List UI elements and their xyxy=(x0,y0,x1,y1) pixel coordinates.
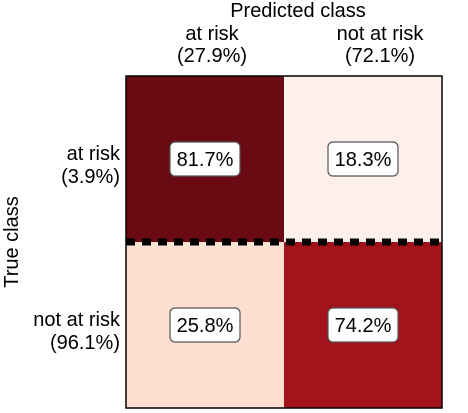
cell-value-label-0-1: 18.3% xyxy=(335,149,392,171)
cell-label-box-1-0 xyxy=(169,307,241,343)
cell-label-box-0-0 xyxy=(169,141,241,177)
plot-frame xyxy=(125,75,443,409)
y-tick-label-at-risk: at risk xyxy=(67,143,121,165)
y-axis-title: True class xyxy=(1,196,23,288)
y-tick-label-not-at-risk: not at risk xyxy=(33,309,121,331)
cell-label-box-1-1 xyxy=(327,307,399,343)
cell-labels-layer: 81.7% 18.3% 25.8% 74.2% xyxy=(169,141,399,343)
cell-value-label-0-0: 81.7% xyxy=(177,149,234,171)
cell-value-label-1-0: 25.8% xyxy=(177,315,234,337)
x-axis-title: Predicted class xyxy=(230,0,366,22)
x-tick-label-at-risk: at risk xyxy=(185,23,239,45)
cells-layer xyxy=(126,76,442,408)
y-tick-share-at-risk: (3.9%) xyxy=(61,166,120,188)
x-tick-label-not-at-risk: not at risk xyxy=(337,23,425,45)
x-tick-share-at-risk: (27.9%) xyxy=(177,45,247,67)
cell-value-label-1-1: 74.2% xyxy=(335,315,392,337)
x-tick-share-not-at-risk: (72.1%) xyxy=(345,45,415,67)
cell-label-box-0-1 xyxy=(327,141,399,177)
y-tick-share-not-at-risk: (96.1%) xyxy=(50,332,120,354)
